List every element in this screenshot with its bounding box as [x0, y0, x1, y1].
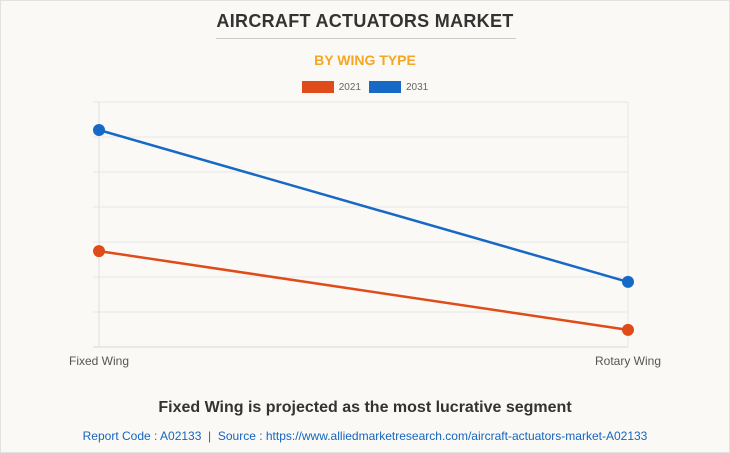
legend-item-2031[interactable]: 2031	[369, 81, 428, 93]
plot-area: Fixed Wing Rotary Wing	[69, 101, 661, 368]
legend-swatch-2021	[301, 81, 334, 93]
chart-title: AIRCRAFT ACTUATORS MARKET	[216, 11, 514, 31]
title-divider	[216, 38, 516, 39]
x-tick-label: Rotary Wing	[595, 354, 661, 368]
legend-label: 2021	[338, 81, 361, 93]
data-point-2021	[93, 245, 105, 258]
source-link[interactable]: Report Code : A02133 | Source : https://…	[82, 429, 648, 443]
legend-label: 2031	[406, 81, 429, 93]
legend-swatch-2031	[369, 81, 401, 93]
x-tick-label: Fixed Wing	[69, 354, 129, 368]
data-point-2031	[622, 275, 634, 288]
series-line-2021	[98, 249, 629, 332]
legend: 2021 2031	[1, 81, 729, 93]
chart-headline: Fixed Wing is projected as the most lucr…	[158, 399, 572, 416]
legend-item-2021[interactable]: 2021	[301, 81, 361, 93]
chart-subtitle: BY WING TYPE	[314, 52, 416, 68]
data-point-2021	[622, 323, 634, 336]
data-point-2031	[93, 124, 105, 136]
series-line-2031	[98, 128, 629, 284]
